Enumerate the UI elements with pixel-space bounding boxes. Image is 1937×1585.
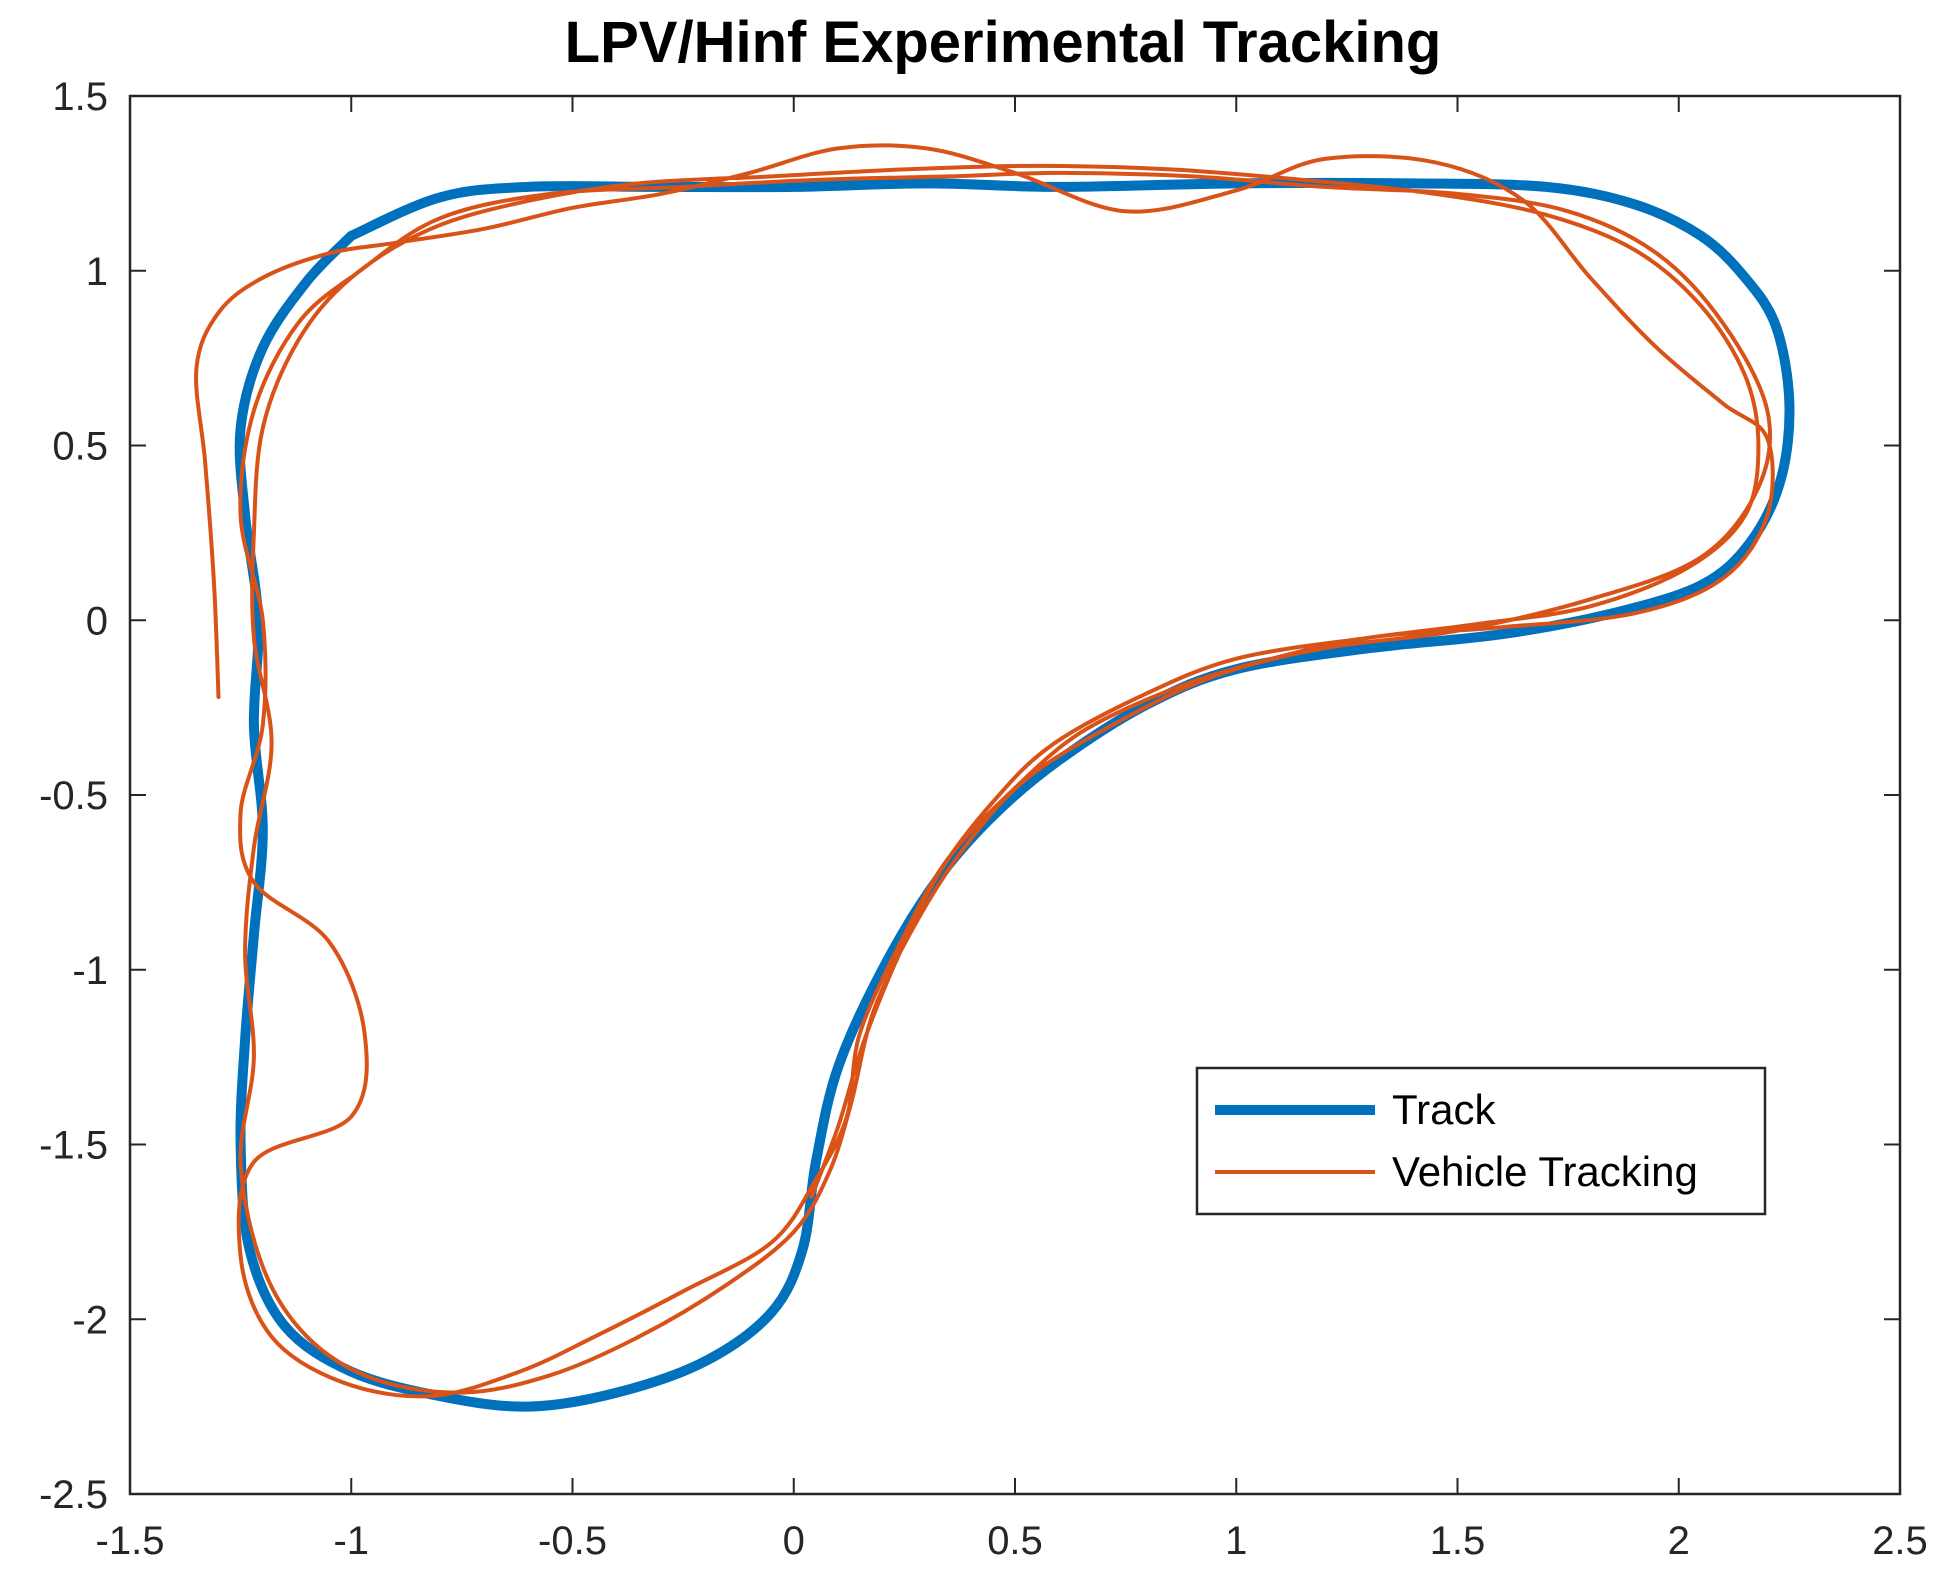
x-tick-label: 0 [783, 1519, 805, 1563]
ticks-layer: -1.5 -1 -0.5 0 0.5 1 1.5 2 2.5 -2.5 -2 -1.5 -1 -0.5 0 0… [39, 75, 1928, 1563]
legend-label-track: Track [1392, 1086, 1496, 1133]
y-tick-label: 1 [86, 250, 108, 294]
chart-title: LPV/Hinf Experimental Tracking [565, 10, 1442, 75]
y-tick-label: -2 [72, 1298, 108, 1342]
legend: Track Vehicle Tracking [1195, 1066, 1767, 1216]
y-tick-label: -1.5 [39, 1124, 108, 1168]
x-tick-label: 2 [1668, 1519, 1690, 1563]
x-tick-label: -1.5 [96, 1519, 165, 1563]
x-tick-label: -1 [333, 1519, 369, 1563]
legend-label-vehicle: Vehicle Tracking [1392, 1148, 1698, 1195]
y-tick-label: 0 [86, 599, 108, 643]
x-tick-label: -0.5 [538, 1519, 607, 1563]
track-line [234, 177, 1795, 1412]
legend-box [1195, 1066, 1767, 1216]
y-tick-label: 1.5 [52, 75, 108, 119]
y-tick-label: -2.5 [39, 1473, 108, 1517]
y-tick-label: -1 [72, 949, 108, 993]
y-tick-label: 0.5 [52, 425, 108, 469]
series-layer [194, 143, 1795, 1412]
x-tick-label: 1.5 [1430, 1519, 1486, 1563]
vehicle-tracking-line [194, 143, 1775, 1399]
x-tick-label: 1 [1225, 1519, 1247, 1563]
y-tick-label: -0.5 [39, 774, 108, 818]
x-tick-label: 0.5 [987, 1519, 1043, 1563]
x-tick-label: 2.5 [1872, 1519, 1928, 1563]
